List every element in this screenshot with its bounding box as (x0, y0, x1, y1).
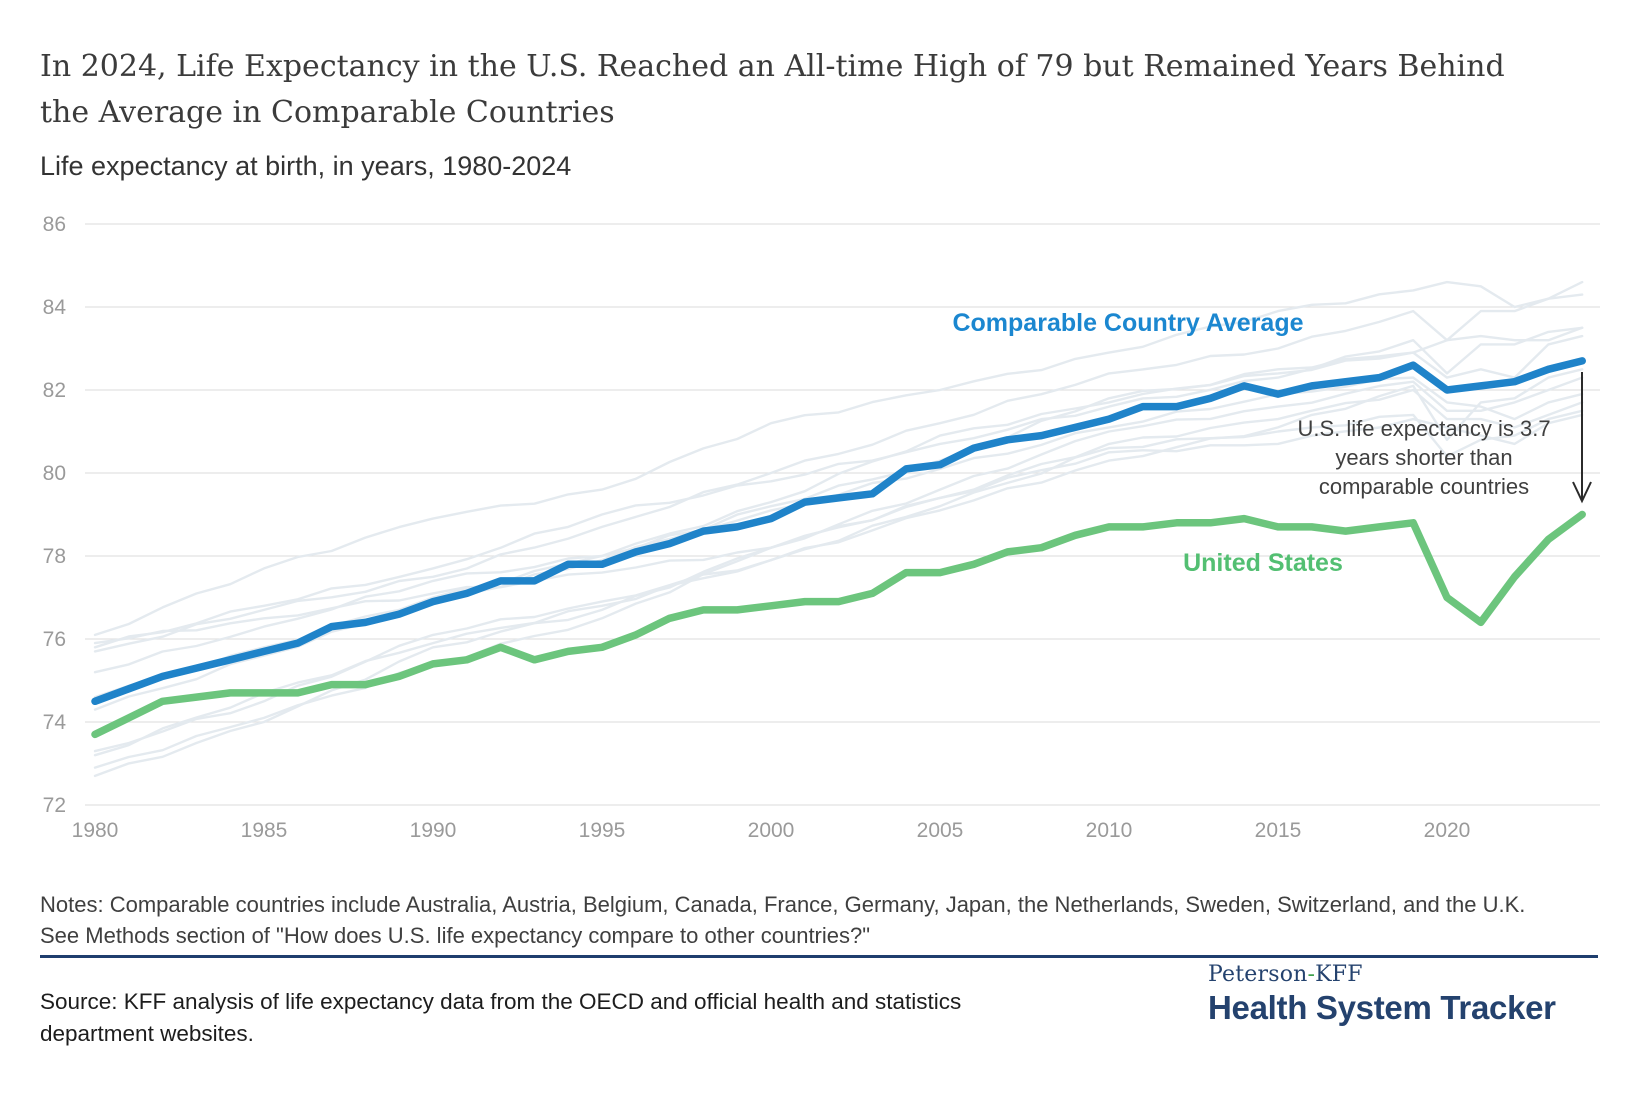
x-tick-label-1985: 1985 (241, 819, 288, 842)
x-tick-label-2005: 2005 (917, 819, 964, 842)
logo-hyphen: - (1307, 962, 1316, 987)
page-subtitle: Life expectancy at birth, in years, 1980… (40, 151, 572, 181)
united-states-line (91, 510, 1586, 739)
annotation-line-3: comparable countries (1319, 474, 1529, 499)
y-tick-label-78: 78 (43, 545, 66, 568)
page-title: In 2024, Life Expectancy in the U.S. Rea… (40, 49, 1505, 130)
y-tick-label-76: 76 (43, 628, 66, 651)
gap-arrow-head-icon (1572, 481, 1592, 504)
peterson-kff-logo: Peterson-KFF Health System Tracker (1208, 962, 1608, 1027)
background-country-line-10 (93, 293, 1584, 653)
background-country-line-7 (93, 280, 1584, 637)
notes-line-1: Notes: Comparable countries include Aust… (40, 892, 1526, 917)
logo-kff: KFF (1315, 962, 1363, 987)
background-country-line-5 (93, 334, 1584, 711)
life-expectancy-line-chart: 72 74 76 78 80 82 84 86 1980 1985 1990 1995 2000 2005… (43, 213, 1600, 842)
footer-divider (40, 955, 1598, 958)
annotation-line-1: U.S. life expectancy is 3.7 (1297, 416, 1550, 441)
x-tick-label-2010: 2010 (1086, 819, 1133, 842)
logo-health-system-tracker: Health System Tracker (1208, 989, 1556, 1026)
y-tick-label-86: 86 (43, 213, 66, 236)
notes-line-2: See Methods section of "How does U.S. li… (40, 923, 871, 948)
x-tick-label-2015: 2015 (1255, 819, 1302, 842)
source-line-1: Source: KFF analysis of life expectancy … (40, 989, 962, 1014)
x-tick-label-2020: 2020 (1424, 819, 1471, 842)
y-tick-label-72: 72 (43, 794, 66, 817)
background-country-line-6 (93, 413, 1584, 769)
comparable-country-average-label: Comparable Country Average (952, 309, 1303, 337)
background-country-line-9 (93, 326, 1584, 649)
chart-source: Source: KFF analysis of life expectancy … (40, 986, 961, 1050)
x-tick-label-1980: 1980 (72, 819, 119, 842)
y-tick-label-74: 74 (43, 711, 67, 734)
y-tick-label-80: 80 (43, 462, 66, 485)
annotation-line-2: years shorter than (1335, 445, 1512, 470)
background-country-line-11 (93, 409, 1584, 757)
x-tick-label-1990: 1990 (410, 819, 457, 842)
x-tick-label-2000: 2000 (748, 819, 795, 842)
comparable-country-average-line (91, 357, 1586, 706)
x-tick-label-1995: 1995 (579, 819, 626, 842)
logo-peterson: Peterson (1208, 962, 1308, 987)
y-tick-label-82: 82 (43, 379, 66, 402)
source-line-2: department websites. (40, 1021, 254, 1046)
united-states-label: United States (1183, 549, 1343, 577)
y-tick-label-84: 84 (43, 296, 67, 319)
chart-notes: Notes: Comparable countries include Aust… (40, 889, 1525, 951)
logo-peterson-kff: Peterson-KFF (1208, 962, 1608, 987)
background-country-line-8 (93, 376, 1584, 645)
